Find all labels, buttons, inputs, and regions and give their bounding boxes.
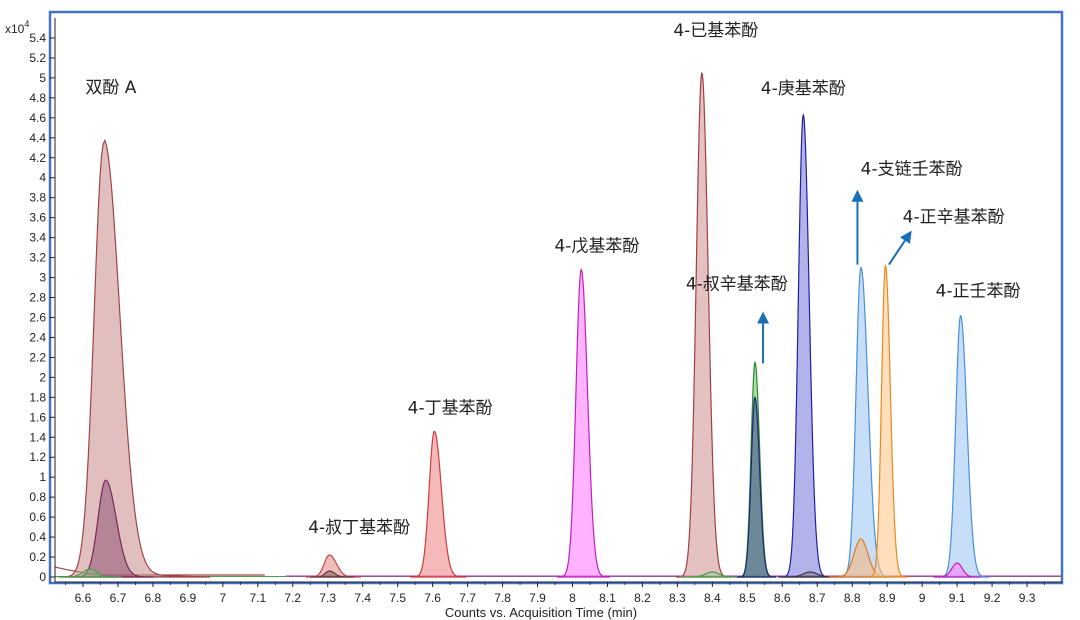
x-tick-label: 7.9	[529, 591, 546, 605]
x-tick-label: 9.1	[949, 591, 966, 605]
x-tick-label: 8.5	[739, 591, 756, 605]
x-axis-title: Counts vs. Acquisition Time (min)	[445, 605, 637, 620]
x-tick-label: 9.2	[984, 591, 1001, 605]
x-tick-label: 7.7	[459, 591, 476, 605]
y-tick-label: 1.8	[29, 390, 46, 404]
y-tick-label: 3	[39, 271, 46, 285]
peak-7	[556, 267, 611, 578]
peak-label-7: 4-庚基苯酚	[761, 79, 846, 99]
x-tick-label: 8.1	[599, 591, 616, 605]
x-tick-label: 7.4	[354, 591, 371, 605]
x-tick-label: 7.3	[319, 591, 336, 605]
plot-frame	[48, 10, 1064, 585]
x-tick-label: 8.9	[879, 591, 896, 605]
y-tick-label: 0.8	[29, 490, 46, 504]
x-tick-label: 7	[219, 591, 226, 605]
x-tick-label: 8.3	[669, 591, 686, 605]
y-tick-label: 5.4	[29, 31, 46, 45]
arrow-3-shaft	[888, 240, 906, 266]
peak-label-10: 4-正壬苯酚	[936, 282, 1021, 302]
x-tick-label: 9	[919, 591, 926, 605]
y-tick-label: 1	[39, 470, 46, 484]
y-tick-label: 2	[39, 370, 46, 384]
peak-12	[780, 113, 831, 578]
peak-5	[310, 570, 355, 578]
x-tick-label: 8.7	[809, 591, 826, 605]
peak-18	[933, 562, 981, 578]
y-tick-label: 2.6	[29, 310, 46, 324]
baseline-layer	[54, 566, 1062, 578]
y-tick-label: 5	[39, 71, 46, 85]
x-tick-label: 6.8	[145, 591, 162, 605]
peak-label-3: 4-丁基苯酚	[408, 398, 493, 418]
peak-label-5: 4-已基苯酚	[673, 21, 758, 41]
y-tick-label: 1.6	[29, 410, 46, 424]
peak-label-2: 4-叔丁基苯酚	[308, 518, 410, 538]
arrow-1-head	[757, 311, 770, 324]
x-tick-label: 8.4	[704, 591, 721, 605]
y-tick-label: 3.2	[29, 251, 46, 265]
y-tick-label: 0.4	[29, 530, 46, 544]
y-tick-label: 2.4	[29, 330, 46, 344]
arrow-3-head	[899, 230, 912, 244]
y-tick-label: 0	[39, 570, 46, 584]
x-tick-label: 6.9	[180, 591, 197, 605]
x-tick-label: 6.7	[110, 591, 127, 605]
y-scale-label: x104	[5, 19, 29, 36]
arrow-2-head	[851, 189, 864, 202]
x-tick-label: 6.6	[75, 591, 92, 605]
peak-2	[70, 479, 154, 578]
peak-1	[59, 138, 212, 578]
x-tick-label: 8.2	[634, 591, 651, 605]
x-tick-label: 7.2	[284, 591, 301, 605]
peaks-layer	[58, 71, 990, 578]
peak-label-9: 4-正辛基苯酚	[903, 208, 1005, 228]
y-tick-label: 0.2	[29, 550, 46, 564]
y-tick-label: 3.8	[29, 191, 46, 205]
label-layer: 双酚 A 4-叔丁基苯酚 4-丁基苯酚 4-戊基苯酚 4-已基苯酚 4-叔辛基苯酚 4-庚基…	[85, 21, 1020, 538]
y-tick-label: 0.6	[29, 510, 46, 524]
peak-11	[736, 396, 777, 578]
peak-label-1: 双酚 A	[85, 78, 136, 98]
y-tick-label: 2.8	[29, 291, 46, 305]
y-tick-label: 4.4	[29, 131, 46, 145]
x-tick-label: 7.8	[494, 591, 511, 605]
peak-16	[867, 264, 909, 578]
peak-3	[58, 568, 122, 578]
y-tick-label: 4.2	[29, 151, 46, 165]
y-tick-label: 4.8	[29, 91, 46, 105]
peak-label-8: 4-支链壬苯酚	[861, 160, 963, 180]
peak-8	[675, 71, 731, 578]
x-tick-label: 7.5	[389, 591, 406, 605]
peak-17	[937, 314, 990, 578]
y-tick-label: 5.2	[29, 51, 46, 65]
x-tick-label: 8	[569, 591, 576, 605]
peak-6	[410, 430, 467, 578]
arrow-layer	[757, 189, 912, 364]
y-tick-label: 1.2	[29, 450, 46, 464]
peak-9	[680, 571, 744, 578]
y-tick-label: 4.6	[29, 111, 46, 125]
axis-layer: 6.6 6.7 6.8 6.9 7 7.1 7.2 7.3 7.4 7.5 7.6 7.7 7.8 7.9…	[29, 18, 1062, 605]
y-tick-label: 2.2	[29, 350, 46, 364]
x-tick-label: 7.1	[249, 591, 266, 605]
peak-label-6: 4-叔辛基苯酚	[686, 275, 788, 295]
y-tick-label: 3.4	[29, 231, 46, 245]
y-tick-label: 1.4	[29, 430, 46, 444]
x-tick-label: 9.3	[1019, 591, 1036, 605]
y-tick-label: 3.6	[29, 211, 46, 225]
peak-label-4: 4-戊基苯酚	[554, 237, 639, 257]
x-tick-label: 8.6	[774, 591, 791, 605]
x-tick-label: 7.6	[424, 591, 441, 605]
y-tick-label: 4	[39, 171, 46, 185]
x-tick-label: 8.8	[844, 591, 861, 605]
